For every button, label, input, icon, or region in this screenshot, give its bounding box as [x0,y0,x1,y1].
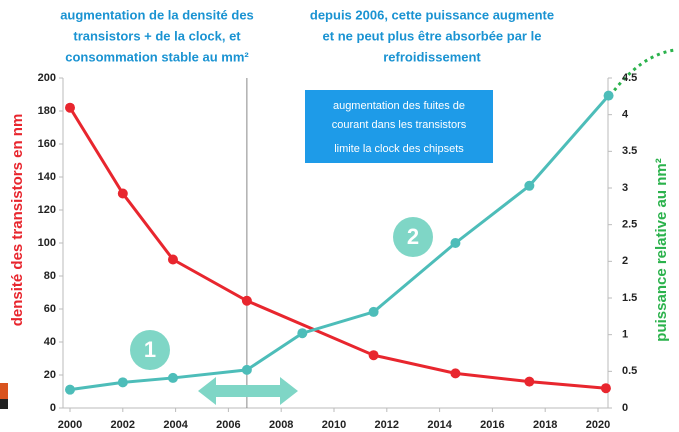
data-point [241,295,252,306]
x-tick-label: 2004 [163,419,188,431]
y2-tick-label: 1 [622,329,628,341]
box-text: courant dans les transistors [332,119,467,131]
data-point [450,368,461,379]
y-tick-label: 200 [38,72,56,84]
series-line [68,106,607,390]
marker-label: 1 [144,337,156,362]
y-tick-label: 100 [38,237,56,249]
corner-icon [0,383,8,399]
y2-tick-label: 2 [622,255,628,267]
x-tick-label: 2016 [480,419,504,431]
annotation: refroidissement [383,49,481,64]
data-point [450,238,461,248]
y2-tick-label: 1.5 [622,292,637,304]
y-tick-label: 140 [38,171,56,183]
x-tick-label: 2008 [269,419,293,431]
x-tick-label: 2014 [427,419,452,431]
data-point [117,188,128,199]
data-point [241,364,252,375]
data-point [524,180,535,191]
data-point [167,254,178,265]
annotation-box [305,90,493,163]
data-point [117,377,128,388]
marker-circle [130,330,170,370]
box-text: limite la clock des chipsets [334,143,464,155]
data-point [65,384,75,395]
y-tick-label: 40 [44,336,56,348]
y-axis-label: densité des transistors en nm [9,114,26,327]
annotation: et ne peut plus être absorbée par le [323,28,542,43]
y2-tick-label: 4 [622,109,629,121]
x-tick-label: 2000 [58,419,82,431]
y-tick-label: 80 [44,270,56,282]
y2-tick-label: 4.5 [622,72,637,84]
data-point [368,350,379,361]
y-tick-label: 60 [44,303,56,315]
y-tick-label: 120 [38,204,56,216]
x-tick-label: 2020 [586,419,610,431]
marker-circle [393,217,433,257]
annotation: augmentation de la densité des [60,7,254,22]
x-tick-label: 2010 [322,419,346,431]
y2-tick-label: 2.5 [622,219,637,231]
y-tick-label: 160 [38,138,56,150]
y-tick-label: 20 [44,369,56,381]
x-tick-label: 2006 [216,419,240,431]
x-tick-label: 2018 [533,419,557,431]
marker-label: 2 [407,224,419,249]
data-point [167,372,178,383]
box-text: augmentation des fuites de [333,100,465,112]
x-tick-label: 2002 [111,419,135,431]
annotation: consommation stable au mm² [65,49,249,64]
y2-axis-label: puissance relative au nm² [653,158,670,341]
data-point [600,383,611,394]
y-tick-label: 0 [50,402,56,414]
y2-tick-label: 0 [622,402,628,414]
data-point [65,102,75,113]
annotation: transistors + de la clock, et [73,28,241,43]
data-point [524,376,535,387]
corner-icon [0,399,8,409]
data-point [603,90,614,101]
y-tick-label: 180 [38,105,56,117]
annotation: depuis 2006, cette puissance augmente [310,7,554,22]
double-arrow [198,377,298,405]
data-point [368,306,379,317]
y2-tick-label: 3.5 [622,145,637,157]
trend-extension [608,48,676,97]
x-tick-label: 2012 [375,419,399,431]
y2-tick-label: 3 [622,182,628,194]
y2-tick-label: 0.5 [622,365,637,377]
data-point [297,328,308,339]
